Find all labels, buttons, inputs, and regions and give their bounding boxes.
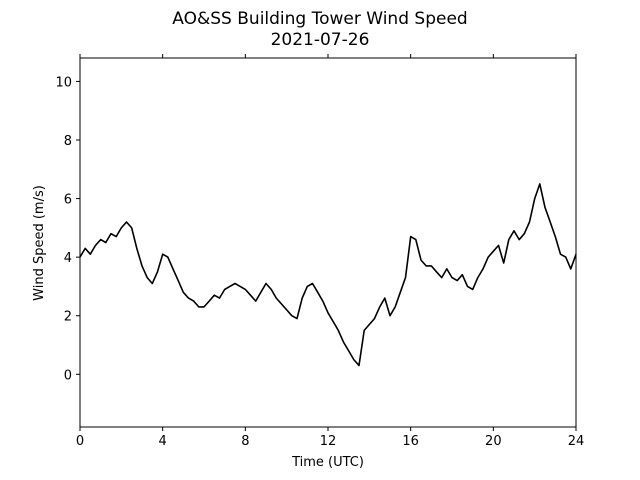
chart-subtitle: 2021-07-26: [271, 30, 370, 50]
x-axis-label: Time (UTC): [291, 455, 364, 470]
y-tick-label: 2: [64, 310, 72, 325]
y-tick-label: 4: [64, 251, 72, 266]
x-tick-label: 8: [241, 434, 249, 449]
x-tick-label: 12: [320, 434, 337, 449]
y-axis-label: Wind Speed (m/s): [32, 185, 47, 301]
x-tick-label: 0: [76, 434, 84, 449]
y-tick-label: 8: [64, 134, 72, 149]
chart-title: AO&SS Building Tower Wind Speed: [172, 9, 467, 29]
x-tick-label: 20: [485, 434, 502, 449]
y-tick-label: 6: [64, 193, 72, 208]
x-tick-label: 16: [402, 434, 419, 449]
y-tick-label: 10: [55, 75, 72, 90]
x-tick-label: 4: [159, 434, 167, 449]
series-line-0: [79, 183, 577, 367]
axes-frame: [79, 57, 577, 428]
y-tick-label: 0: [64, 368, 72, 383]
x-tick-label: 24: [568, 434, 585, 449]
